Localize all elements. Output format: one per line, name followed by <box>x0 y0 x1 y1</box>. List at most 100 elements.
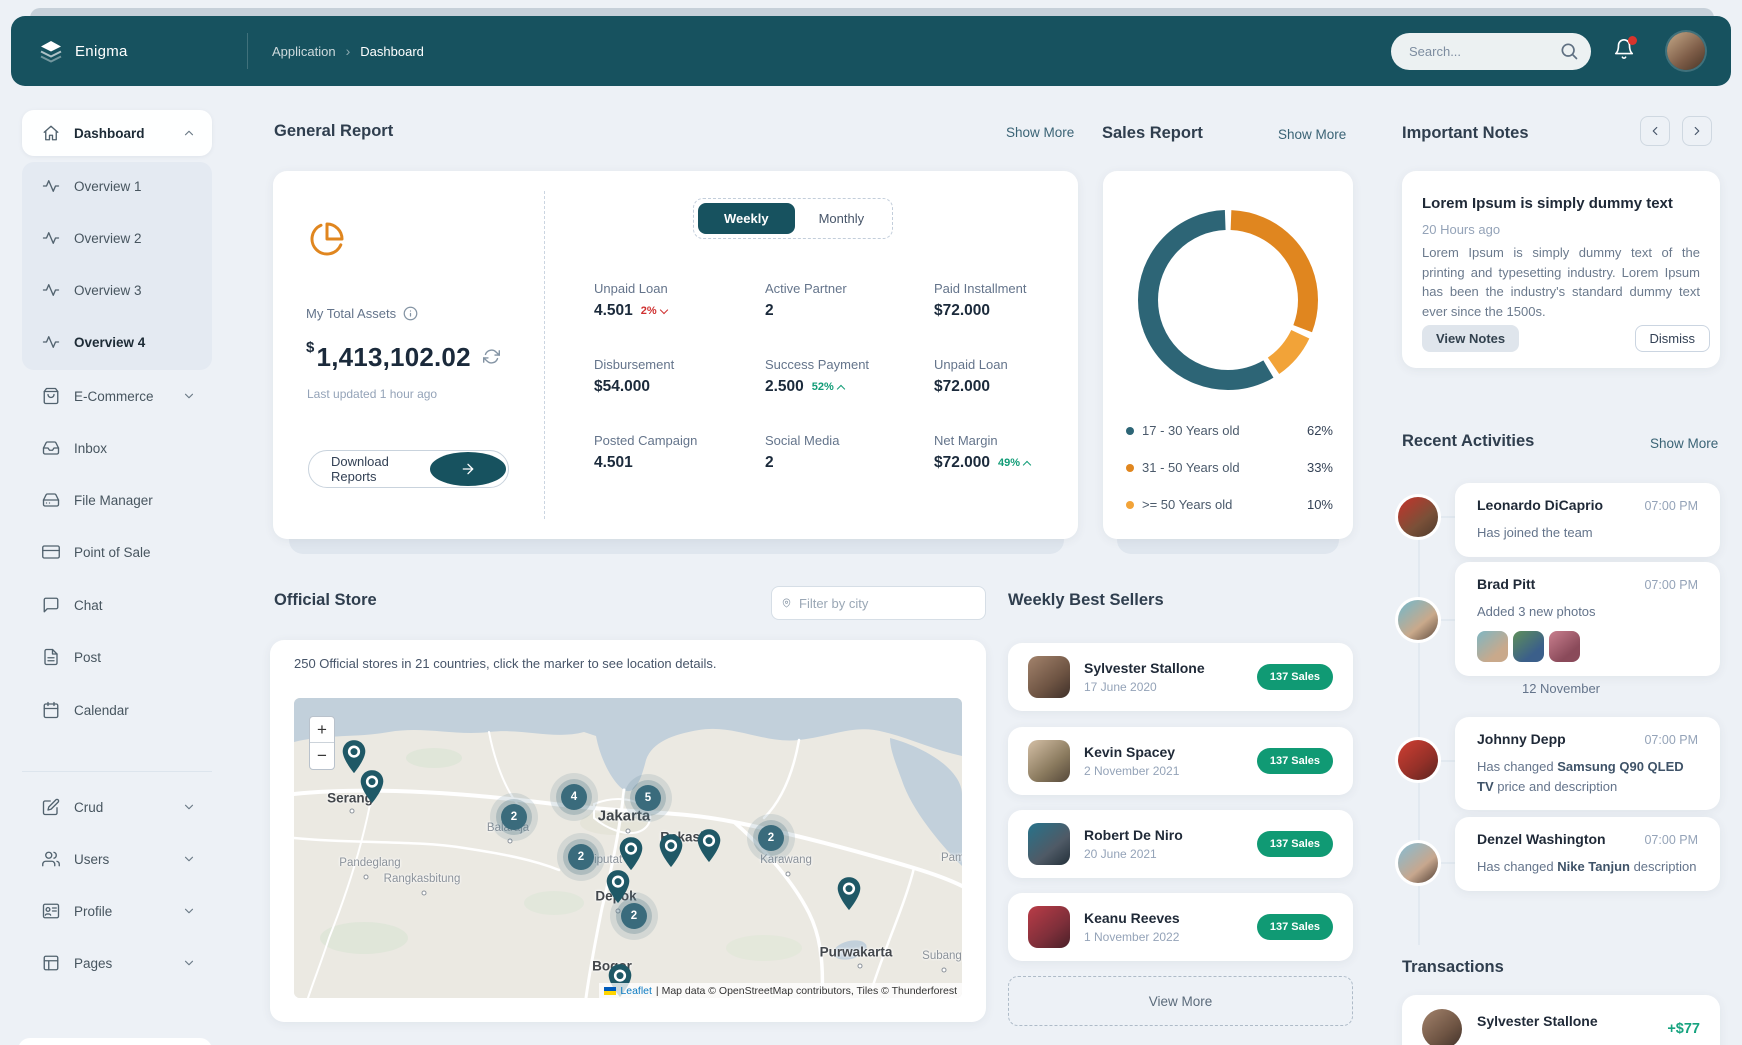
photo-thumbnail[interactable] <box>1513 631 1544 662</box>
download-reports-button[interactable]: Download Reports <box>308 450 509 488</box>
calendar-icon <box>42 701 60 719</box>
sidebar: Dashboard Overview 1 Overview 2 Overview… <box>0 86 233 1045</box>
sidebar-item-overview-2[interactable]: Overview 2 <box>22 215 212 261</box>
info-icon[interactable] <box>403 306 418 321</box>
notes-prev-button[interactable] <box>1640 116 1670 146</box>
sales-report-show-more[interactable]: Show More <box>1278 127 1346 142</box>
layers-icon <box>39 39 63 63</box>
official-store-title: Official Store <box>274 591 377 610</box>
general-report-show-more[interactable]: Show More <box>1006 125 1074 140</box>
transaction-row[interactable]: Sylvester Stallone +$77 <box>1402 995 1720 1045</box>
view-more-button[interactable]: View More <box>1008 976 1353 1026</box>
refresh-icon[interactable] <box>483 348 500 365</box>
map-pin-marker[interactable] <box>360 770 384 804</box>
notifications-button[interactable] <box>1613 38 1635 65</box>
sidebar-item-overview-1[interactable]: Overview 1 <box>22 163 212 209</box>
filter-by-city-input[interactable] <box>799 596 975 611</box>
notes-next-button[interactable] <box>1682 116 1712 146</box>
dismiss-button[interactable]: Dismiss <box>1635 325 1711 352</box>
seller-card-sylvester[interactable]: Sylvester Stallone 17 June 2020 137 Sale… <box>1008 643 1353 711</box>
photo-thumbnail[interactable] <box>1477 631 1508 662</box>
sidebar-item-post[interactable]: Post <box>22 634 212 680</box>
activity-avatar-brad[interactable] <box>1398 600 1438 640</box>
map-pin-marker[interactable] <box>606 870 630 904</box>
activity-avatar-leonardo[interactable] <box>1398 497 1438 537</box>
search-icon[interactable] <box>1559 41 1579 66</box>
map-pin-marker[interactable] <box>342 740 366 774</box>
zoom-in-button[interactable]: + <box>310 717 334 743</box>
panel-divider <box>544 191 545 519</box>
sidebar-item-profile[interactable]: Profile <box>22 888 212 934</box>
sidebar-item-overview-4[interactable]: Overview 4 <box>22 319 212 365</box>
general-report-stacked-edge <box>289 539 1064 554</box>
seller-card-robert[interactable]: Robert De Niro 20 June 2021 137 Sales <box>1008 810 1353 878</box>
seller-card-keanu[interactable]: Keanu Reeves 1 November 2022 137 Sales <box>1008 893 1353 961</box>
zoom-out-button[interactable]: − <box>310 743 334 769</box>
map-pin-marker[interactable] <box>697 829 721 863</box>
sidebar-item-inbox[interactable]: Inbox <box>22 425 212 471</box>
file-text-icon <box>42 648 60 666</box>
sidebar-item-label: Overview 2 <box>74 231 196 246</box>
leaflet-link[interactable]: Leaflet <box>620 985 652 997</box>
total-assets-amount: $1,413,102.02 <box>306 339 471 373</box>
sidebar-bottom-panel <box>18 1038 212 1045</box>
seller-card-kevin[interactable]: Kevin Spacey 2 November 2021 137 Sales <box>1008 727 1353 795</box>
sidebar-item-users[interactable]: Users <box>22 836 212 882</box>
map-cluster-marker[interactable]: 2 <box>758 825 784 851</box>
stat-social-media: Social Media 2 <box>765 433 925 472</box>
sidebar-item-pages[interactable]: Pages <box>22 940 212 986</box>
map-cluster-marker[interactable]: 5 <box>635 785 661 811</box>
note-title[interactable]: Lorem Ipsum is simply dummy text <box>1422 195 1673 212</box>
user-avatar[interactable] <box>1667 32 1705 70</box>
map-pin-marker[interactable] <box>659 834 683 868</box>
sidebar-item-ecommerce[interactable]: E-Commerce <box>22 373 212 419</box>
home-icon <box>42 124 60 142</box>
activity-avatar-denzel[interactable] <box>1398 843 1438 883</box>
stat-disbursement: Disbursement $54.000 <box>594 357 754 396</box>
map-pin-marker[interactable] <box>619 837 643 871</box>
map-cluster-marker[interactable]: 4 <box>561 784 587 810</box>
map-cluster-marker[interactable]: 2 <box>568 844 594 870</box>
city-dot <box>616 909 621 914</box>
sidebar-item-calendar[interactable]: Calendar <box>22 687 212 733</box>
sidebar-item-point-of-sale[interactable]: Point of Sale <box>22 529 212 575</box>
chevron-down-icon <box>182 956 196 970</box>
layout-icon <box>42 954 60 972</box>
sidebar-item-crud[interactable]: Crud <box>22 784 212 830</box>
activity-avatar-johnny[interactable] <box>1398 740 1438 780</box>
activity-card-leonardo[interactable]: Leonardo DiCaprio 07:00 PM Has joined th… <box>1455 483 1720 557</box>
topbar: Enigma Application › Dashboard <box>11 16 1731 86</box>
credit-card-icon <box>42 543 60 561</box>
message-square-icon <box>42 596 60 614</box>
breadcrumb-dashboard[interactable]: Dashboard <box>360 44 424 59</box>
sidebar-item-overview-3[interactable]: Overview 3 <box>22 267 212 313</box>
app-logo[interactable]: Enigma <box>11 39 247 63</box>
toggle-monthly[interactable]: Monthly <box>795 203 889 234</box>
map-cluster-marker[interactable]: 2 <box>501 804 527 830</box>
sidebar-item-file-manager[interactable]: File Manager <box>22 477 212 523</box>
sidebar-item-chat[interactable]: Chat <box>22 582 212 628</box>
map-city-label: Rangkasbitung <box>384 873 461 885</box>
activity-card-denzel[interactable]: Denzel Washington 07:00 PM Has changed N… <box>1455 817 1720 891</box>
activity-card-johnny[interactable]: Johnny Depp 07:00 PM Has changed Samsung… <box>1455 717 1720 810</box>
map-pin-marker[interactable] <box>837 877 861 911</box>
photo-thumbnail[interactable] <box>1549 631 1580 662</box>
sales-donut-chart[interactable] <box>1103 171 1353 429</box>
store-map[interactable]: Serang Balaraja Jakarta Bekasi Karawang … <box>294 698 962 998</box>
store-map-description: 250 Official stores in 21 countries, cli… <box>294 656 716 671</box>
view-notes-button[interactable]: View Notes <box>1422 325 1519 352</box>
stat-active-partner: Active Partner 2 <box>765 281 925 320</box>
note-time: 20 Hours ago <box>1422 222 1500 237</box>
breadcrumb-application[interactable]: Application <box>272 44 336 59</box>
transactions-title: Transactions <box>1402 958 1504 977</box>
sidebar-item-dashboard[interactable]: Dashboard <box>22 110 212 156</box>
sidebar-item-label: Users <box>74 852 182 867</box>
arrow-right-icon <box>430 452 507 486</box>
chevron-down-icon <box>182 389 196 403</box>
map-cluster-marker[interactable]: 2 <box>621 903 647 929</box>
filter-by-city-field <box>771 586 986 620</box>
sidebar-item-label: Calendar <box>74 703 196 718</box>
toggle-weekly[interactable]: Weekly <box>698 203 795 234</box>
recent-activities-show-more[interactable]: Show More <box>1650 436 1718 451</box>
activity-card-brad[interactable]: Brad Pitt 07:00 PM Added 3 new photos <box>1455 562 1720 676</box>
